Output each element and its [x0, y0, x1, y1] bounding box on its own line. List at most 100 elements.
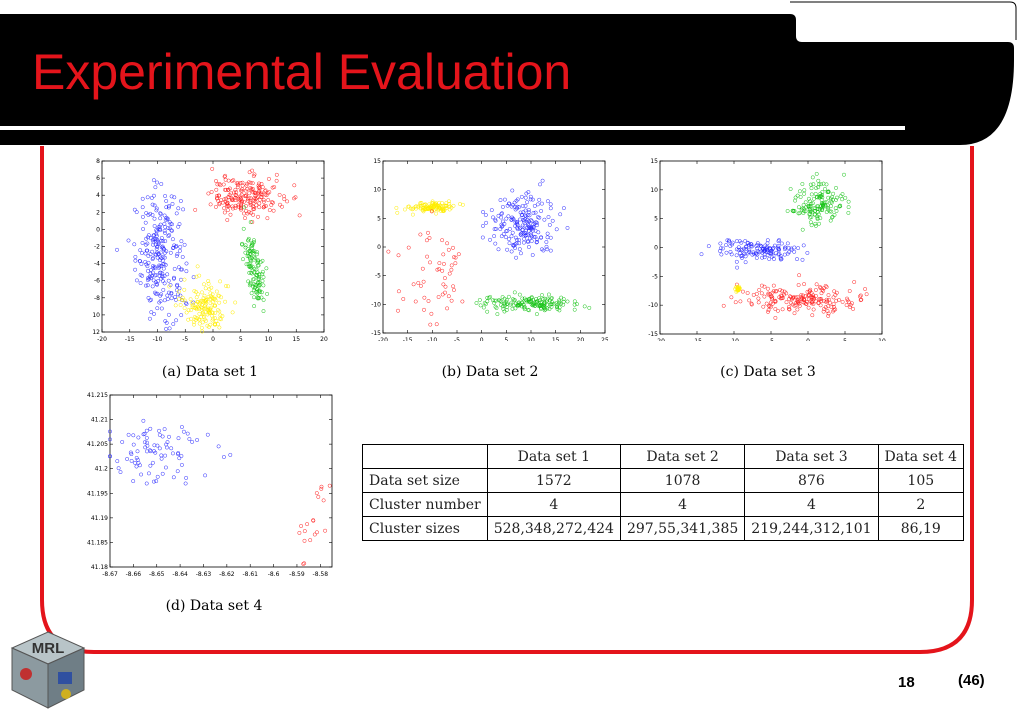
scatter-point: [186, 308, 191, 313]
scatter-point: [323, 528, 328, 533]
scatter-point: [214, 318, 219, 323]
scatter-point: [163, 194, 168, 198]
scatter-point: [149, 297, 153, 302]
scatter-point: [535, 299, 540, 304]
scatter-point: [192, 322, 196, 327]
scatter-point: [159, 263, 164, 268]
scatter-point: [174, 244, 179, 248]
scatter-point: [795, 299, 800, 304]
scatter-point: [729, 252, 734, 257]
scatter-point: [189, 316, 194, 321]
scatter-point: [154, 208, 159, 213]
x-tick-label: -8.61: [242, 571, 258, 578]
scatter-point: [791, 208, 796, 213]
logo-text: MRL: [32, 640, 65, 657]
scatter-point: [159, 236, 164, 240]
scatter-point: [515, 222, 520, 227]
scatter-point: [418, 201, 423, 205]
scatter-point: [202, 293, 207, 298]
scatter-point: [222, 174, 227, 179]
scatter-point: [559, 301, 563, 306]
scatter-point: [721, 303, 726, 308]
scatter-point: [206, 279, 211, 283]
scatter-point: [200, 298, 205, 303]
y-tick-label: 41.19: [91, 515, 108, 522]
scatter-point: [161, 254, 166, 259]
scatter-point: [766, 303, 771, 308]
scatter-point: [834, 185, 838, 190]
scatter-point: [108, 454, 112, 459]
scatter-point: [233, 187, 238, 192]
scatter-point: [241, 199, 246, 204]
scatter-point: [218, 279, 223, 284]
scatter-point: [125, 457, 130, 461]
scatter-point: [177, 248, 182, 253]
scatter-point: [796, 211, 801, 216]
scatter-point: [565, 299, 570, 304]
scatter-point: [518, 217, 522, 222]
scatter-point: [774, 289, 779, 293]
scatter-point: [518, 232, 523, 237]
scatter-point: [833, 307, 838, 312]
scatter-point: [394, 205, 399, 210]
scatter-point: [244, 262, 249, 267]
scatter-point: [427, 236, 432, 240]
scatter-point: [226, 204, 231, 209]
table-header-cell: Data set 4: [877, 444, 965, 469]
scatter-point: [413, 206, 418, 211]
scatter-point: [252, 304, 257, 309]
scatter-point: [817, 297, 821, 302]
scatter-point: [821, 288, 826, 293]
scatter-point: [213, 322, 218, 327]
scatter-point: [779, 293, 784, 298]
scatter-point: [406, 245, 411, 250]
scatter-point: [206, 281, 211, 286]
scatter-point: [261, 205, 266, 210]
scatter-point: [742, 251, 747, 256]
scatter-point: [219, 317, 223, 322]
scatter-point: [410, 207, 415, 212]
scatter-point: [430, 204, 435, 208]
scatter-point: [260, 269, 265, 274]
scatter-point: [155, 443, 160, 448]
scatter-point: [254, 203, 259, 208]
y-tick-label: -5: [375, 273, 381, 280]
x-tick-label: -20: [655, 338, 665, 341]
scatter-point: [138, 248, 143, 253]
scatter-point: [246, 180, 251, 185]
scatter-point: [216, 293, 221, 298]
scatter-point: [278, 202, 282, 207]
scatter-point: [243, 188, 248, 193]
scatter-point: [743, 260, 748, 265]
x-tick-label: 0: [806, 338, 810, 341]
scatter-point: [282, 197, 287, 202]
scatter-point: [451, 245, 455, 250]
scatter-point: [149, 195, 154, 200]
scatter-point: [196, 292, 200, 297]
scatter-point: [771, 289, 776, 294]
scatter-point: [226, 195, 231, 200]
scatter-point: [520, 296, 525, 301]
scatter-point: [217, 325, 222, 330]
scatter-point: [513, 235, 518, 240]
scatter-point: [146, 471, 151, 476]
scatter-point: [191, 320, 196, 324]
scatter-point: [214, 187, 219, 192]
scatter-point: [225, 218, 230, 222]
scatter-point: [783, 245, 788, 250]
scatter-point: [222, 210, 227, 215]
y-tick-label: 41.21: [91, 417, 108, 424]
scatter-point: [224, 187, 229, 192]
scatter-point: [846, 210, 851, 215]
scatter-point: [210, 300, 215, 305]
scatter-point: [179, 267, 184, 272]
scatter-point: [535, 202, 540, 207]
scatter-point: [449, 263, 454, 268]
scatter-point: [810, 201, 815, 206]
scatter-point: [527, 308, 531, 313]
scatter-point: [493, 241, 498, 246]
scatter-point: [808, 199, 812, 204]
scatter-point: [250, 220, 255, 224]
x-tick-label: 0: [211, 336, 215, 341]
scatter-point: [426, 205, 431, 210]
